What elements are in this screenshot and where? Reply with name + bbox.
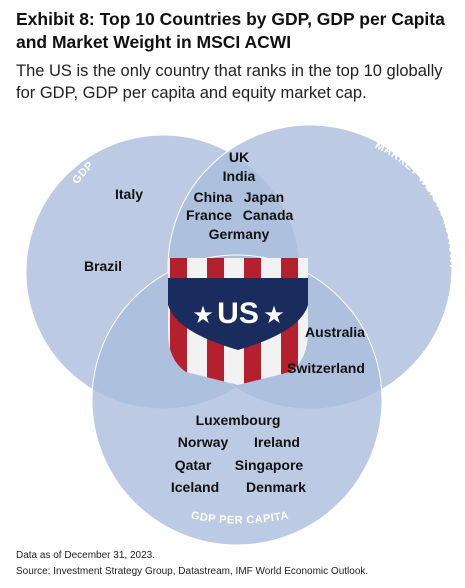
star-icon: ★ <box>192 302 214 329</box>
footnote-source: Source: Investment Strategy Group, Datas… <box>16 566 369 577</box>
country-label: Germany <box>209 226 270 242</box>
country-label: Qatar <box>175 457 212 473</box>
country-label: Denmark <box>246 479 306 495</box>
star-icon: ★ <box>263 302 285 329</box>
footnote-date: Data as of December 31, 2023. <box>16 550 155 561</box>
gdp-per-capita-only-countries: Luxembourg Norway Ireland Qatar Singapor… <box>171 412 306 495</box>
market-weight-and-gdp-per-capita-countries: Australia Switzerland <box>287 324 365 376</box>
country-label: UK <box>229 149 249 165</box>
country-label: India <box>223 168 256 184</box>
exhibit-title: Exhibit 8: Top 10 Countries by GDP, GDP … <box>16 9 445 52</box>
country-label: Ireland <box>254 434 300 450</box>
gdp-per-capita-circle <box>91 254 383 546</box>
us-label: US <box>217 297 259 330</box>
country-label: Switzerland <box>287 360 365 376</box>
country-label: Italy <box>115 186 143 202</box>
country-label: Iceland <box>171 479 219 495</box>
country-label: Luxembourg <box>196 412 281 428</box>
shield-navy-band <box>168 278 308 350</box>
gdp-and-market-weight-countries: UK India China Japan France Canada Germa… <box>186 149 293 242</box>
venn-diagram: ★ ★ US GDP MARKET WEIGHT IN ACWI GDP PER… <box>25 124 459 546</box>
country-label: Norway <box>178 434 229 450</box>
country-label: Japan <box>244 189 284 205</box>
country-label: Singapore <box>235 457 304 473</box>
us-shield <box>168 258 308 385</box>
gdp-only-countries: Italy Brazil <box>84 186 143 274</box>
country-label: Brazil <box>84 258 122 274</box>
gdp-per-capita-set-label: GDP PER CAPITA <box>190 509 290 526</box>
country-label: China <box>194 189 233 205</box>
exhibit-subtitle: The US is the only country that ranks in… <box>16 62 443 102</box>
country-label: Canada <box>243 207 294 223</box>
country-label: France <box>186 207 232 223</box>
country-label: Australia <box>305 324 365 340</box>
